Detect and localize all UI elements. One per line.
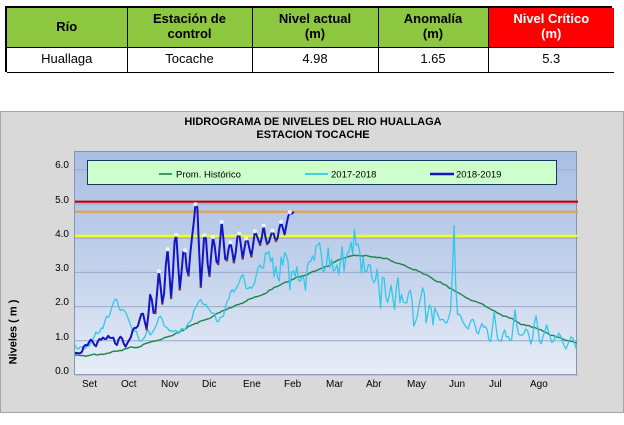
svg-text:Nov: Nov [161,379,179,390]
svg-text:2017-2018: 2017-2018 [331,170,376,181]
svg-text:Mar: Mar [326,379,344,390]
svg-text:Ene: Ene [243,379,261,390]
svg-text:Jul: Jul [489,379,502,390]
svg-text:Dic: Dic [202,379,216,390]
svg-text:Feb: Feb [284,379,302,390]
svg-text:Ago: Ago [530,379,548,390]
svg-text:Abr: Abr [366,379,382,390]
svg-text:Set: Set [82,379,97,390]
svg-text:Prom. Histórico: Prom. Histórico [176,170,241,181]
svg-text:Oct: Oct [121,379,137,390]
svg-text:2018-2019: 2018-2019 [456,170,501,181]
svg-text:Jun: Jun [449,379,465,390]
svg-text:May: May [407,379,426,390]
